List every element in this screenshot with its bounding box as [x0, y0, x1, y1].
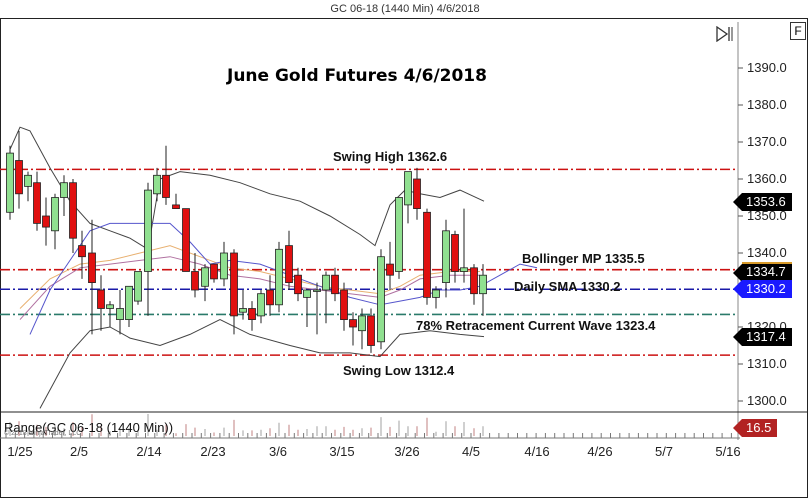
f-button[interactable]: F	[790, 22, 806, 40]
x-tick-label: 2/5	[69, 444, 89, 459]
y-tick-label: 1380.0	[747, 97, 787, 112]
y-tick-label: 1300.0	[747, 393, 787, 408]
skip-to-end-icon[interactable]	[716, 26, 734, 42]
range-indicator-label: Range(GC 06-18 (1440 Min))	[4, 420, 174, 435]
sma-price-tag: 1330.2	[733, 280, 792, 298]
x-tick-label: 1/25	[7, 444, 33, 459]
x-tick-label: 3/6	[268, 444, 288, 459]
x-tick-label: 4/26	[587, 444, 613, 459]
y-tick-label: 1370.0	[747, 134, 787, 149]
x-tick-label: 2/14	[136, 444, 162, 459]
x-tick-label: 3/26	[394, 444, 420, 459]
y-tick-label: 1390.0	[747, 60, 787, 75]
swing-high-annotation: Swing High 1362.6	[333, 149, 448, 164]
chart-frame	[0, 18, 808, 498]
window-title: GC 06-18 (1440 Min) 4/6/2018	[330, 3, 480, 15]
x-tick-label: 5/16	[715, 444, 741, 459]
sma-annotation: Daily SMA 1330.2	[514, 279, 621, 294]
bollinger-price-tag: 1334.7	[733, 262, 792, 282]
x-tick-label: 3/15	[329, 444, 355, 459]
swing-low-annotation: Swing Low 1312.4	[343, 363, 455, 378]
last-price-tag: 1353.6	[733, 193, 792, 211]
range-value-tag: 16.5	[732, 419, 778, 437]
retracement-annotation: 78% Retracement Current Wave 1323.4	[416, 318, 656, 333]
x-tick-label: 4/16	[524, 444, 550, 459]
y-tick-label: 1340.0	[747, 245, 787, 260]
y-tick-label: 1310.0	[747, 356, 787, 371]
bollinger-annotation: Bollinger MP 1335.5	[522, 251, 645, 266]
y-tick-label: 1360.0	[747, 171, 787, 186]
x-tick-label: 5/7	[654, 444, 674, 459]
x-tick-label: 2/23	[200, 444, 226, 459]
copyright: © 2018 NinjaTrader, LLC	[4, 430, 82, 437]
x-tick-label: 4/5	[461, 444, 481, 459]
lower-band-price-tag: 1317.4	[733, 328, 792, 346]
chart-title: June Gold Futures 4/6/2018	[227, 66, 487, 86]
y-tick-label: 1350.0	[747, 208, 787, 223]
